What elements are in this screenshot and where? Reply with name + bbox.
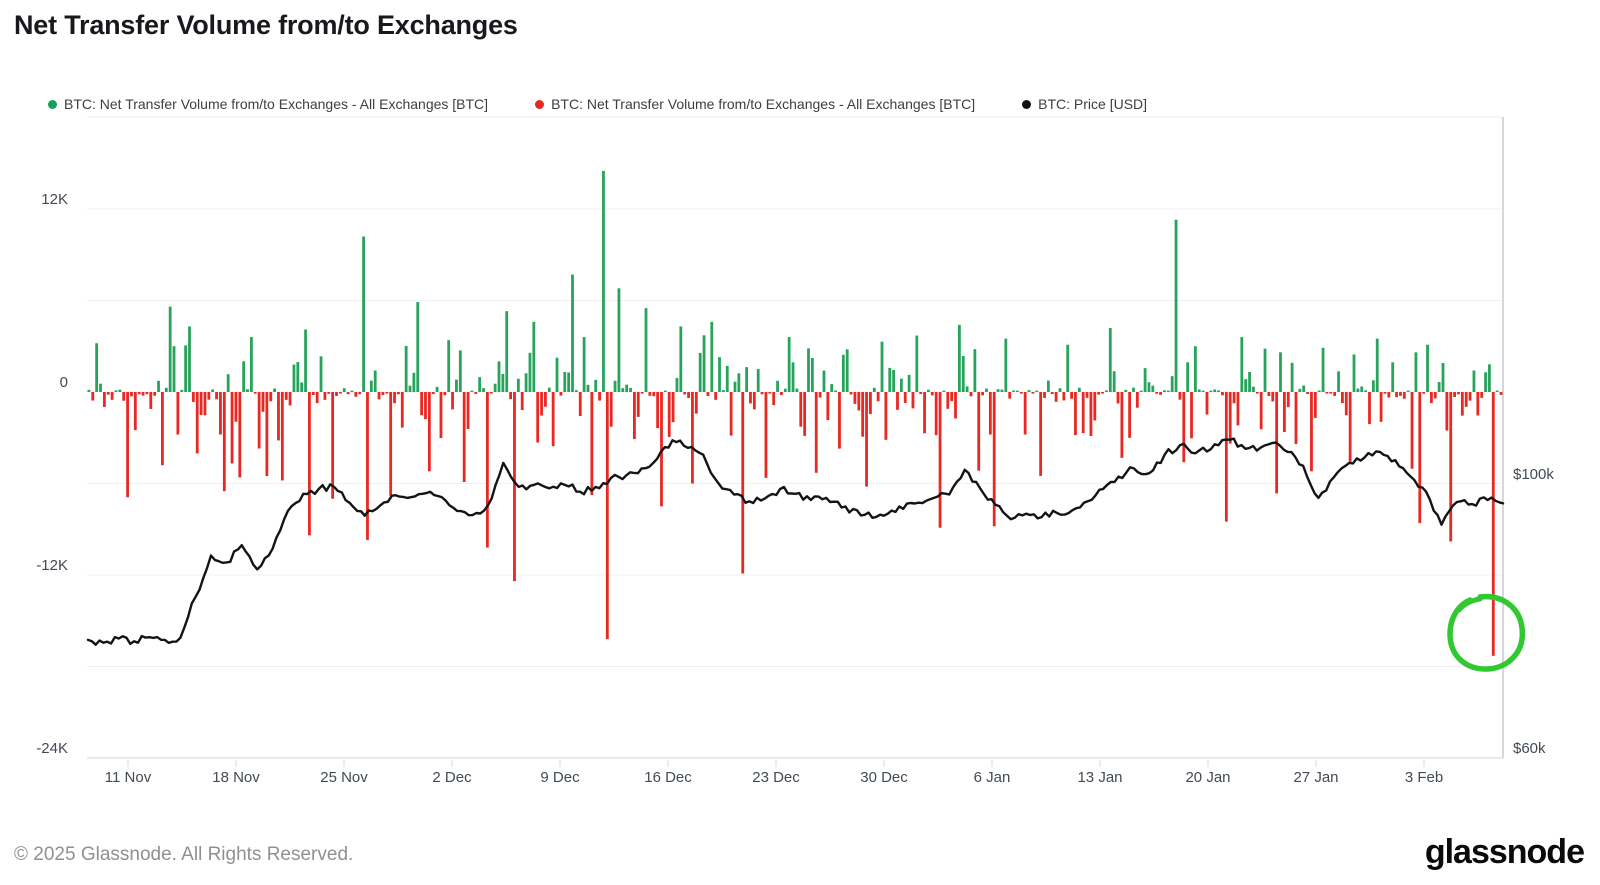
y-axis-right-label: $60k bbox=[1513, 739, 1546, 757]
annotation-circle bbox=[1447, 593, 1526, 672]
x-axis-label: 13 Jan bbox=[1077, 769, 1123, 786]
x-axis-label: 6 Jan bbox=[973, 769, 1011, 786]
y-axis-right-label: $100k bbox=[1513, 465, 1554, 483]
x-axis-label: 11 Nov bbox=[104, 769, 152, 786]
x-axis-label: 25 Nov bbox=[320, 769, 368, 786]
x-axis-label: 20 Jan bbox=[1185, 769, 1231, 786]
legend-dot-red-icon bbox=[535, 99, 545, 109]
y-axis-left-label: -24K bbox=[36, 740, 68, 757]
x-axis-label: 18 Nov bbox=[212, 769, 260, 786]
legend-dot-green-icon bbox=[48, 99, 57, 109]
x-axis-label: 2 Dec bbox=[432, 769, 472, 786]
legend-label: BTC: Net Transfer Volume from/to Exchang… bbox=[64, 96, 489, 112]
y-axis-left-label: 12K bbox=[41, 191, 68, 208]
chart-legend: BTC: Net Transfer Volume from/to Exchang… bbox=[48, 96, 1147, 112]
y-axis-left-label: -12K bbox=[36, 557, 68, 574]
x-axis-label: 3 Feb bbox=[1404, 769, 1444, 786]
legend-label: BTC: Net Transfer Volume from/to Exchang… bbox=[551, 96, 976, 112]
net-transfer-bars bbox=[87, 170, 1503, 656]
x-axis-label: 9 Dec bbox=[540, 769, 580, 786]
x-axis-label: 23 Dec bbox=[752, 769, 800, 786]
btc-price-line bbox=[86, 437, 1505, 646]
page-title: Net Transfer Volume from/to Exchanges bbox=[14, 10, 518, 40]
annotation-circle-hook bbox=[1456, 596, 1483, 613]
legend-item-net-transfer-negative[interactable]: BTC: Net Transfer Volume from/to Exchang… bbox=[535, 96, 975, 112]
copyright-text: © 2025 Glassnode. All Rights Reserved. bbox=[14, 844, 354, 865]
glassnode-logo[interactable]: glassnode bbox=[1424, 833, 1585, 871]
x-axis-label: 16 Dec bbox=[644, 769, 692, 786]
legend-label: BTC: Price [USD] bbox=[1038, 96, 1148, 112]
legend-dot-black-icon bbox=[1022, 99, 1032, 109]
legend-item-net-transfer-positive[interactable]: BTC: Net Transfer Volume from/to Exchang… bbox=[48, 96, 488, 112]
legend-item-btc-price[interactable]: BTC: Price [USD] bbox=[1022, 96, 1147, 112]
x-axis-label: 30 Dec bbox=[860, 769, 908, 786]
y-axis-left-label: 0 bbox=[59, 374, 68, 391]
x-axis-label: 27 Jan bbox=[1293, 769, 1339, 786]
